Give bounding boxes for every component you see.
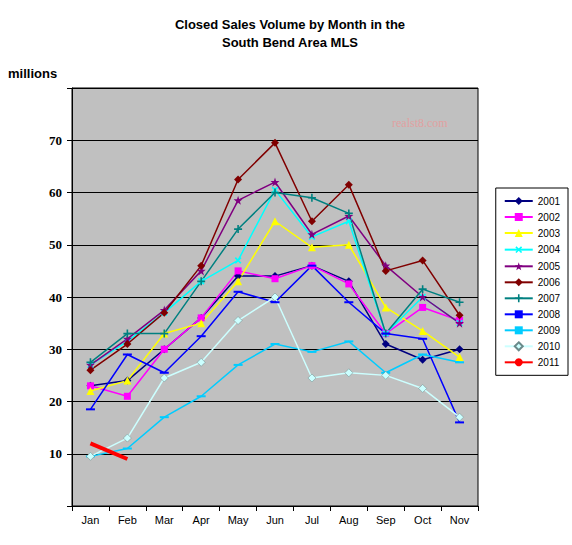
svg-text:2009: 2009 [538,325,561,336]
svg-text:2003: 2003 [538,228,561,239]
svg-text:Nov: Nov [450,514,470,526]
svg-text:2004: 2004 [538,244,561,255]
svg-text:May: May [228,514,249,526]
svg-text:2001: 2001 [538,196,561,207]
svg-text:Oct: Oct [414,514,431,526]
svg-text:Aug: Aug [339,514,359,526]
svg-text:10: 10 [49,446,62,461]
svg-text:20: 20 [49,394,62,409]
svg-text:2007: 2007 [538,293,561,304]
svg-text:Mar: Mar [155,514,174,526]
svg-text:40: 40 [49,290,62,305]
svg-text:Apr: Apr [193,514,210,526]
svg-text:2011: 2011 [538,357,560,368]
svg-text:millions: millions [8,66,57,81]
svg-text:70: 70 [49,133,62,148]
svg-text:30: 30 [49,342,62,357]
svg-text:2005: 2005 [538,261,561,272]
svg-text:Sep: Sep [376,514,396,526]
svg-text:2010: 2010 [538,341,561,352]
svg-text:realst8.com: realst8.com [392,116,448,130]
svg-text:Jul: Jul [305,514,319,526]
svg-text:Feb: Feb [118,514,137,526]
svg-text:Jan: Jan [82,514,100,526]
svg-text:2002: 2002 [538,212,561,223]
svg-text:50: 50 [49,237,62,252]
svg-text:South Bend Area MLS: South Bend Area MLS [222,35,358,50]
svg-text:Jun: Jun [266,514,284,526]
svg-text:60: 60 [49,185,62,200]
svg-text:2008: 2008 [538,309,561,320]
svg-text:2006: 2006 [538,277,561,288]
svg-text:Closed Sales Volume by Month i: Closed Sales Volume by Month in the [175,17,405,32]
